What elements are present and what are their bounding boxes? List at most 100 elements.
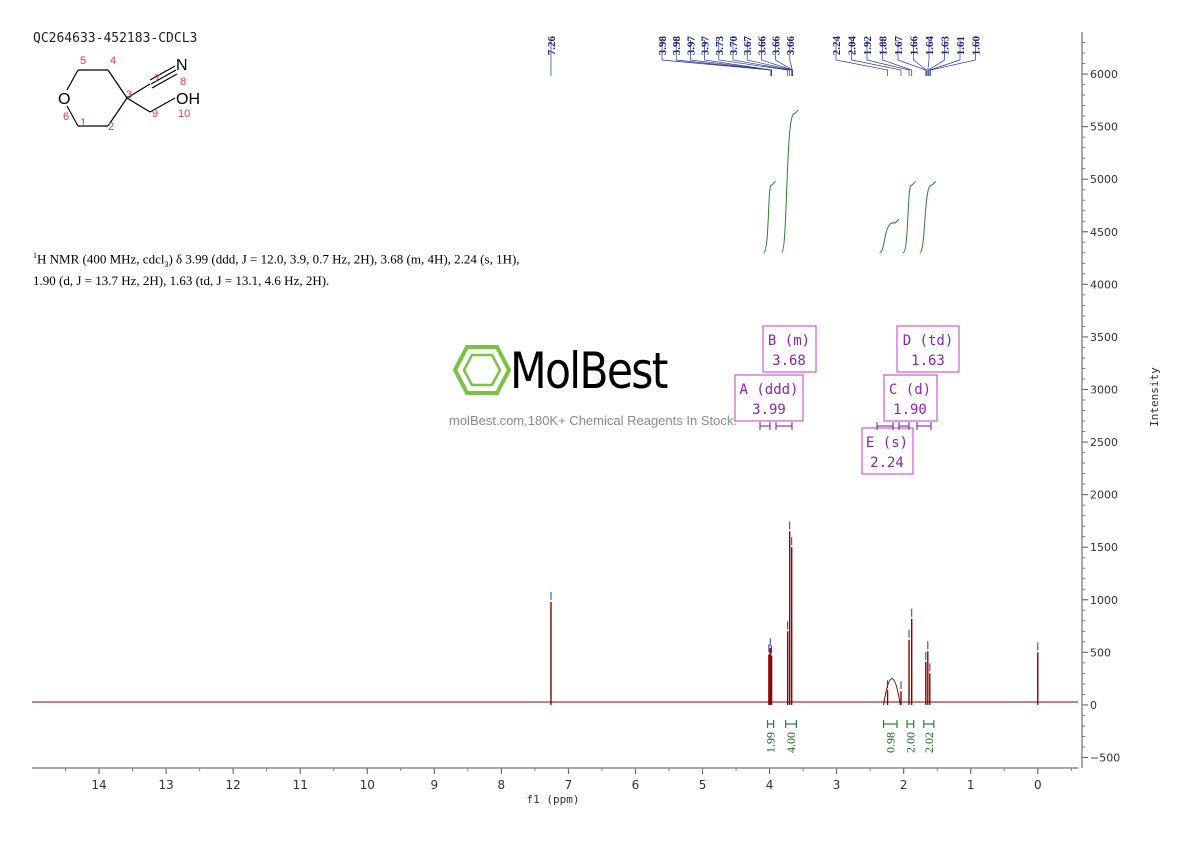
peak-label-leader: [789, 40, 793, 76]
y-tick-label: 3500: [1090, 331, 1118, 344]
peak-label-leader: [851, 40, 902, 76]
nitrile-bond-3: [151, 73, 178, 89]
peak-label-leader: [913, 40, 927, 76]
x-tick-label: 1: [967, 778, 975, 792]
y-tick-label: 5000: [1090, 173, 1118, 186]
x-tick-label: 6: [632, 778, 640, 792]
watermark-brand: MolBest: [510, 342, 668, 400]
x-tick-label: 14: [91, 778, 106, 792]
nmr-description: 1H NMR (400 MHz, cdcl3) δ 3.99 (ddd, J =…: [33, 248, 623, 289]
multiplet-d-label: D (td): [903, 333, 954, 349]
x-axis-ticks: 14 13 12 11 10 9 8 7 6 5 4 3 2 1 0: [65, 768, 1072, 792]
bond-o-5: [66, 69, 79, 91]
peak-label: 3.98: [671, 36, 683, 56]
bond-3-2: [107, 97, 128, 127]
y-axis-title: Intensity: [1148, 367, 1161, 427]
y-tick-label: 1000: [1090, 594, 1118, 607]
multiplet-c-label: C (d): [889, 382, 931, 398]
multiplet-a-shift: 3.99: [752, 402, 786, 418]
peak-label: 1.64: [924, 36, 936, 56]
y-tick-label: 4500: [1090, 226, 1118, 239]
integral-curve: [781, 109, 799, 254]
integral-value: 1.99: [764, 732, 778, 753]
peak-label: 3.97: [685, 36, 697, 56]
y-tick-label: 0: [1090, 699, 1097, 712]
peak-label: 3.66: [756, 36, 768, 56]
x-tick-label: 2: [900, 778, 908, 792]
nmr-line1-b: ) δ 3.99 (ddd, J = 12.0, 3.9, 0.7 Hz, 2H…: [168, 251, 520, 267]
y-tick-label: 3000: [1090, 383, 1118, 396]
integral-labels: 1.99 4.00 0.98 2.00 2.02: [764, 720, 936, 753]
multiplet-b-label: B (m): [768, 333, 810, 349]
peak-label: 3.98: [657, 36, 669, 56]
atom-number-9: 9: [152, 108, 158, 120]
peak-label-leader: [732, 40, 791, 76]
nmr-prefix-sup: 1: [33, 251, 37, 260]
integral-curve: [902, 180, 917, 254]
peak-label-leader: [929, 40, 961, 76]
bond-3-7: [126, 83, 151, 99]
peak-labels: 7.26 3.98 3.98 3.97 3.97 3.73 3.70 3.67 3.66 3.66…: [546, 36, 983, 76]
y-axis-ticks: 6000550050004500400035003000250020001500…: [1082, 42, 1120, 764]
y-tick-label: 2000: [1090, 489, 1118, 502]
x-tick-label: 12: [226, 778, 241, 792]
peak-label: 2.24: [831, 36, 843, 56]
peak-label: 1.66: [909, 36, 921, 56]
atom-number-5: 5: [80, 55, 86, 67]
x-tick-label: 7: [565, 778, 573, 792]
integral-curve: [919, 180, 937, 254]
peak-label: 3.70: [728, 36, 740, 56]
x-tick-label: 13: [158, 778, 173, 792]
integral-curves: [763, 109, 937, 254]
peak-label: 3.73: [714, 36, 726, 56]
peak-label: 3.67: [742, 36, 754, 56]
peak-label-leader: [897, 40, 927, 76]
peak-label: 1.92: [862, 36, 874, 56]
integral-curve: [763, 180, 776, 254]
x-tick-label: 0: [1034, 778, 1042, 792]
peak-label: 3.66: [771, 36, 783, 56]
x-tick-label: 5: [699, 778, 707, 792]
integral-value: 2.00: [903, 732, 917, 753]
multiplet-box-a: A (ddd) 3.99: [734, 374, 804, 422]
y-tick-label: −500: [1090, 751, 1120, 764]
peak-label: 7.26: [546, 36, 558, 56]
y-tick-label: 4000: [1090, 278, 1118, 291]
peak-label-leader: [835, 40, 888, 76]
atom-o: O: [58, 91, 70, 108]
broad-oh-peak: [883, 678, 901, 705]
multiplet-box-c: C (d) 1.90: [883, 374, 938, 422]
peak-label: 1.63: [940, 36, 952, 56]
peak-label: 3.97: [700, 36, 712, 56]
peak-label-leader: [746, 40, 793, 76]
peak-label-leader: [882, 40, 913, 76]
peak-label-leader: [704, 40, 772, 76]
atom-oh: OH: [176, 91, 200, 108]
y-tick-label: 1500: [1090, 541, 1118, 554]
atom-number-8: 8: [180, 76, 186, 88]
y-tick-label: 5500: [1090, 121, 1118, 134]
nmr-line1-sub: 3: [164, 259, 169, 269]
multiplet-box-d: D (td) 1.63: [896, 325, 960, 373]
atom-number-10: 10: [178, 108, 190, 120]
integral-curve: [879, 218, 900, 254]
multiplet-d-shift: 1.63: [911, 353, 945, 369]
y-tick-label: 2500: [1090, 436, 1118, 449]
nmr-line2: 1.90 (d, J = 13.7 Hz, 2H), 1.63 (td, J =…: [33, 272, 330, 288]
peak-label-leader: [930, 40, 976, 76]
multiplet-e-label: E (s): [866, 435, 908, 451]
multiplet-b-shift: 3.68: [772, 353, 806, 369]
x-tick-label: 3: [833, 778, 841, 792]
peak-label: 1.61: [955, 36, 967, 55]
peak-label-leader: [675, 40, 772, 76]
peak-label: 1.67: [893, 36, 905, 56]
bond-3-9: [126, 97, 151, 113]
atom-number-3: 3: [126, 89, 132, 101]
molbest-logo-icon: [452, 345, 512, 395]
sample-id: QC264633-452183-CDCL3: [33, 31, 198, 46]
peak-label: 1.60: [971, 36, 983, 56]
x-tick-label: 10: [360, 778, 375, 792]
bond-1-o: [66, 105, 79, 127]
spectrum-peaks: [550, 521, 1039, 705]
